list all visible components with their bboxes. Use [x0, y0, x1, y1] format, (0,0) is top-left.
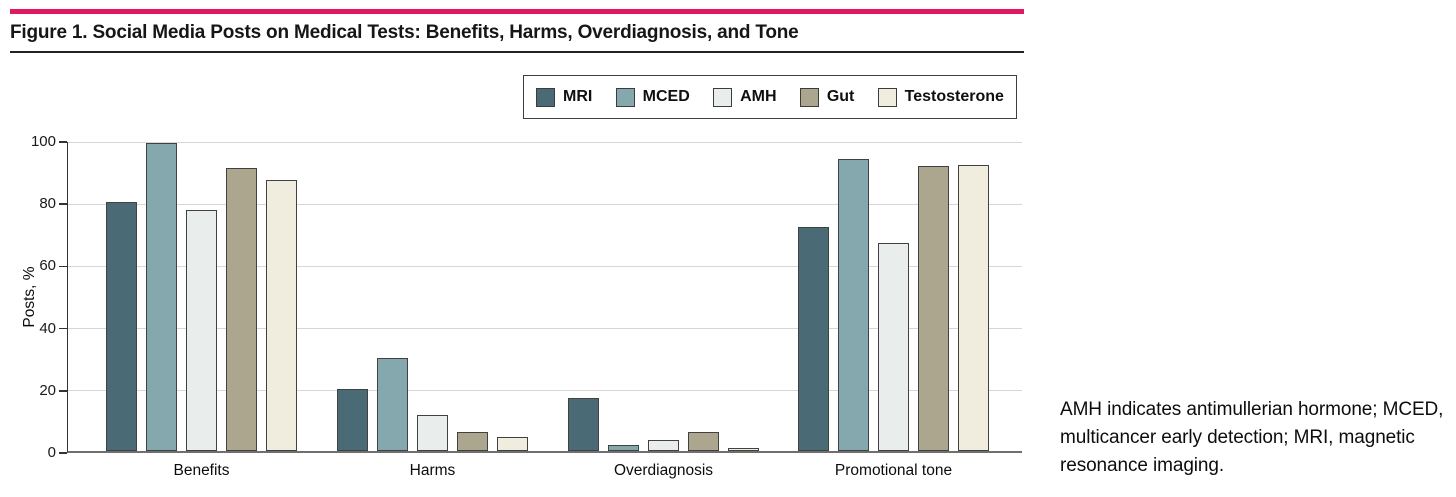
y-tick-label-60: 60: [39, 257, 56, 275]
y-tick-mark-100: [59, 141, 67, 143]
legend-item-testosterone: Testosterone: [877, 87, 1004, 107]
legend: MRI MCED AMH Gut Testosterone: [523, 75, 1017, 119]
legend-label-mced: MCED: [642, 88, 690, 105]
y-tick-mark-20: [59, 390, 67, 392]
bar-amh-promotional-tone: [878, 243, 909, 451]
y-tick-label-40: 40: [39, 319, 56, 337]
x-category-label-overdiagnosis: Overdiagnosis: [613, 462, 714, 479]
legend-swatch-mri: [536, 87, 555, 107]
legend-swatch-mced: [615, 87, 635, 107]
bar-mri-overdiagnosis: [568, 398, 599, 451]
title-divider: [10, 51, 1024, 53]
gridline-20: [68, 390, 1022, 392]
legend-label-testosterone: Testosterone: [904, 88, 1004, 105]
gridline-60: [68, 265, 1022, 267]
bar-mced-overdiagnosis: [608, 445, 639, 451]
y-tick-label-100: 100: [30, 133, 56, 150]
bar-testosterone-promotional-tone: [958, 165, 989, 451]
bar-mri-benefits: [106, 202, 137, 451]
bar-gut-harms: [457, 432, 488, 451]
y-tick-mark-40: [59, 327, 67, 330]
bar-gut-benefits: [226, 168, 257, 451]
bar-testosterone-harms: [497, 437, 528, 451]
bar-mced-promotional-tone: [838, 159, 869, 451]
gridline-40: [68, 328, 1022, 330]
legend-label-amh: AMH: [740, 88, 777, 105]
bar-gut-promotional-tone: [918, 166, 949, 451]
legend-swatch-amh: [713, 87, 733, 107]
legend-item-gut: Gut: [799, 87, 855, 107]
legend-label-mri: MRI: [563, 88, 593, 105]
legend-item-mced: MCED: [615, 87, 690, 107]
bar-testosterone-overdiagnosis: [728, 448, 759, 451]
figure-title: Figure 1. Social Media Posts on Medical …: [10, 22, 799, 43]
bar-testosterone-benefits: [266, 180, 297, 451]
y-tick-label-20: 20: [39, 381, 56, 399]
legend-item-mri: MRI: [536, 87, 593, 107]
x-category-label-benefits: Benefits: [173, 462, 230, 479]
legend-item-amh: AMH: [713, 87, 777, 107]
bar-amh-harms: [417, 415, 448, 451]
gridline-100: [68, 141, 1022, 143]
legend-swatch-testosterone: [877, 87, 897, 107]
legend-swatch-gut: [799, 87, 819, 107]
bar-mri-harms: [337, 389, 368, 451]
x-category-label-promotional-tone: Promotional tone: [834, 462, 953, 479]
y-tick-mark-60: [59, 265, 67, 268]
legend-label-gut: Gut: [826, 88, 855, 105]
bar-amh-overdiagnosis: [648, 440, 679, 451]
gridline-80: [68, 203, 1022, 205]
y-tick-label-0: 0: [47, 444, 56, 461]
figure-caption: AMH indicates antimullerian hormone; MCE…: [1060, 399, 1444, 476]
bar-amh-benefits: [186, 210, 217, 451]
bar-mced-benefits: [146, 143, 177, 451]
x-category-label-harms: Harms: [409, 462, 456, 479]
bar-chart-plot-area: 0 20 40 60 80 100 Benefits Harms Overdiagnosis Pr…: [31, 133, 1022, 479]
accent-top-bar: [10, 9, 1024, 14]
y-axis-title: Posts, %: [21, 266, 38, 328]
bar-gut-overdiagnosis: [688, 432, 719, 451]
bar-mced-harms: [377, 358, 408, 451]
y-tick-mark-0: [59, 452, 67, 454]
y-tick-label-80: 80: [39, 195, 56, 213]
y-tick-mark-80: [59, 203, 67, 205]
bar-mri-promotional-tone: [798, 227, 829, 451]
